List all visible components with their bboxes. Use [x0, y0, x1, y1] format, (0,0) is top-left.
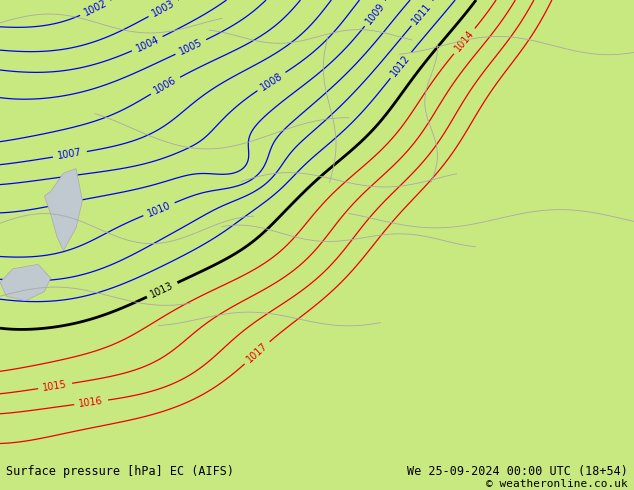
Text: 1012: 1012 [389, 52, 412, 78]
Text: 1011: 1011 [410, 0, 434, 26]
Text: 1005: 1005 [178, 37, 204, 57]
Text: 1016: 1016 [79, 396, 104, 409]
Text: 1007: 1007 [57, 147, 83, 161]
Text: 1004: 1004 [134, 34, 160, 53]
Text: 1003: 1003 [150, 0, 176, 19]
Text: 1002: 1002 [82, 0, 108, 18]
Text: © weatheronline.co.uk: © weatheronline.co.uk [486, 479, 628, 489]
Text: 1015: 1015 [42, 379, 68, 393]
Text: 1006: 1006 [152, 75, 179, 96]
Text: 1008: 1008 [259, 71, 285, 93]
Polygon shape [44, 169, 82, 250]
Text: 1013: 1013 [149, 280, 176, 299]
Text: Surface pressure [hPa] EC (AIFS): Surface pressure [hPa] EC (AIFS) [6, 465, 235, 478]
Text: 1010: 1010 [146, 200, 172, 219]
Polygon shape [0, 264, 51, 301]
Text: 1009: 1009 [363, 0, 387, 26]
Text: 1017: 1017 [245, 341, 269, 365]
Text: 1014: 1014 [453, 28, 476, 54]
Text: We 25-09-2024 00:00 UTC (18+54): We 25-09-2024 00:00 UTC (18+54) [407, 465, 628, 478]
